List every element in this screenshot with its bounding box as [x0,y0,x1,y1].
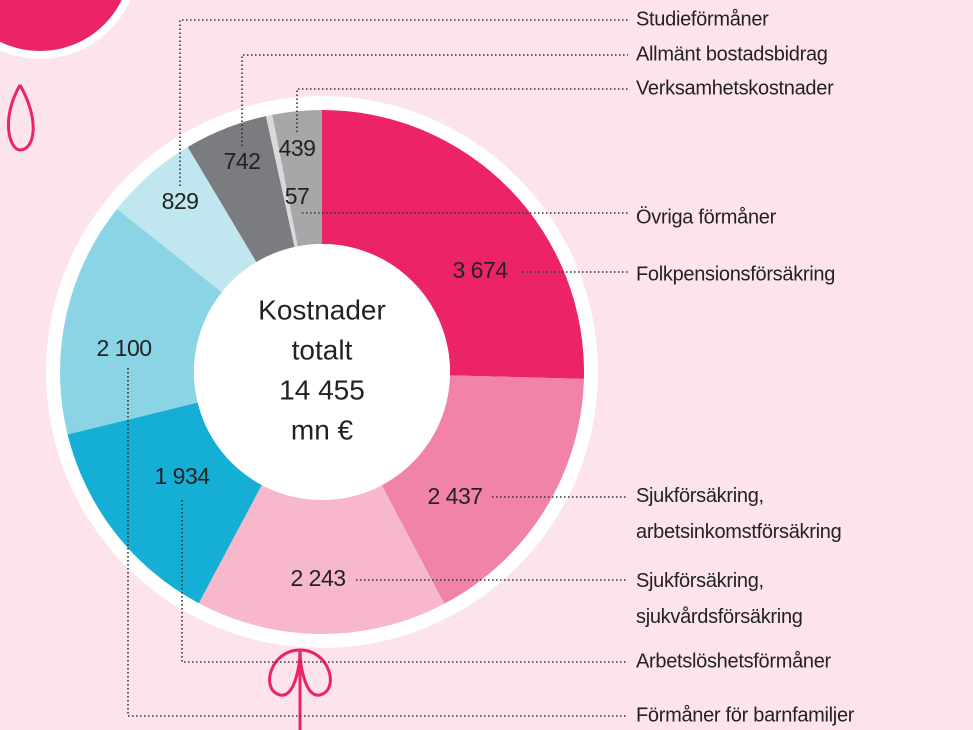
legend-label-line: arbetsinkomstförsäkring [636,521,841,543]
decor-circle [0,0,135,55]
legend-label: Folkpensionsförsäkring [636,263,835,285]
value-label: 57 [285,183,310,209]
legend-label: Sjukförsäkring, sjukvårdsförsäkring [636,570,803,628]
legend-label: Sjukförsäkring, arbetsinkomstförsäkring [636,485,841,543]
value-label: 1 934 [154,463,210,489]
legend-label-line: Sjukförsäkring, [636,570,764,592]
legend-label: Övriga förmåner [636,206,777,228]
center-text: mn € [291,414,354,445]
page: {"chart_data": {"type": "donut", "center… [0,0,973,730]
value-label: 2 437 [427,483,482,509]
value-label: 3 674 [452,257,508,283]
chart: Kostnader totalt 14 455 mn € 3 674 Folkpensi… [0,0,973,730]
legend-label: Allmänt bostadsbidrag [636,43,828,65]
value-label: 2 243 [290,565,345,591]
value-label: 439 [279,135,316,161]
center-text: 14 455 [279,374,365,405]
value-label: 829 [162,188,199,214]
legend-label: Verksamhetskostnader [636,77,834,99]
value-label: 2 100 [96,335,151,361]
legend-label: Arbetslöshetsförmåner [636,650,832,672]
center-text: totalt [292,334,353,365]
legend-label-line: Sjukförsäkring, [636,485,764,507]
donut-hole [194,244,450,500]
legend-label: Studieförmåner [636,8,769,30]
legend-label: Förmåner för barnfamiljer [636,704,855,726]
value-label: 742 [224,148,261,174]
center-text: Kostnader [258,294,386,325]
legend-label-line: sjukvårdsförsäkring [636,606,803,628]
